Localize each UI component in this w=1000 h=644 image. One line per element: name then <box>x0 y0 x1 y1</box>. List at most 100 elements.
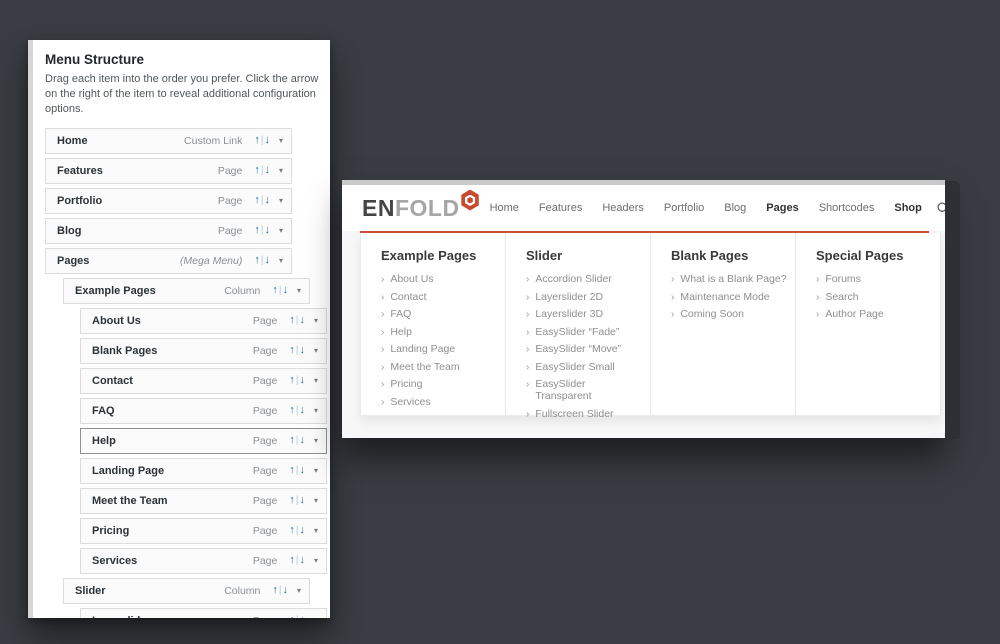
nav-item[interactable]: Shortcodes <box>818 202 875 214</box>
move-down-arrow-icon[interactable]: ↓ <box>299 314 305 327</box>
expand-options-icon[interactable]: ▾ <box>278 166 283 176</box>
menu-item-row[interactable]: Example Pages Column ↑ | ↓ ▾ <box>63 277 310 304</box>
mega-menu-item[interactable]: › Search <box>816 291 934 303</box>
move-down-arrow-icon[interactable]: ↓ <box>299 434 305 447</box>
menu-item-row[interactable]: Pages (Mega Menu) ↑ | ↓ ▾ <box>45 247 292 274</box>
move-down-arrow-icon[interactable]: ↓ <box>299 404 305 417</box>
mega-menu-item[interactable]: › Help <box>381 326 499 338</box>
mega-menu-item[interactable]: › Forums <box>816 273 934 285</box>
move-up-arrow-icon[interactable]: ↑ <box>254 194 260 207</box>
move-down-arrow-icon[interactable]: ↓ <box>299 615 305 618</box>
move-up-arrow-icon[interactable]: ↑ <box>289 464 295 477</box>
enfold-logo[interactable]: EN FOLD <box>362 189 480 220</box>
move-up-arrow-icon[interactable]: ↑ <box>289 524 295 537</box>
move-down-arrow-icon[interactable]: ↓ <box>264 194 270 207</box>
expand-options-icon[interactable]: ▾ <box>296 286 301 296</box>
move-down-arrow-icon[interactable]: ↓ <box>299 374 305 387</box>
move-up-arrow-icon[interactable]: ↑ <box>254 254 260 267</box>
nav-item[interactable]: Home <box>489 202 519 214</box>
expand-options-icon[interactable]: ▾ <box>313 376 318 386</box>
nav-item[interactable]: Pages <box>766 202 799 214</box>
mega-menu-item[interactable]: › Layerslider 3D <box>526 308 644 320</box>
expand-options-icon[interactable]: ▾ <box>313 466 318 476</box>
mega-menu-item[interactable]: › Landing Page <box>381 343 499 355</box>
mega-menu-item[interactable]: › EasySlider “Move” <box>526 343 644 355</box>
move-up-arrow-icon[interactable]: ↑ <box>254 224 260 237</box>
expand-options-icon[interactable]: ▾ <box>313 556 318 566</box>
move-up-arrow-icon[interactable]: ↑ <box>272 584 278 597</box>
enfold-site-preview: EN FOLD Home Features Headers Portfolio B… <box>342 180 950 438</box>
mega-menu-item[interactable]: › Meet the Team <box>381 361 499 373</box>
mega-menu-item[interactable]: › Fullscreen Slider <box>526 408 644 420</box>
menu-item-row[interactable]: Features Page ↑ | ↓ ▾ <box>45 157 292 184</box>
move-up-arrow-icon[interactable]: ↑ <box>272 284 278 297</box>
mega-menu-item[interactable]: › Contact <box>381 291 499 303</box>
expand-options-icon[interactable]: ▾ <box>313 346 318 356</box>
menu-item-row[interactable]: Slider Column ↑ | ↓ ▾ <box>63 577 310 604</box>
nav-item[interactable]: Blog <box>724 202 747 214</box>
mega-menu-item[interactable]: › Accordion Slider <box>526 273 644 285</box>
move-up-arrow-icon[interactable]: ↑ <box>289 615 295 618</box>
mega-menu-item[interactable]: › EasySlider Small <box>526 361 644 373</box>
menu-item-row[interactable]: Services Page ↑ | ↓ ▾ <box>80 547 327 574</box>
menu-item-row[interactable]: About Us Page ↑ | ↓ ▾ <box>80 307 327 334</box>
expand-options-icon[interactable]: ▾ <box>313 436 318 446</box>
mega-menu-item[interactable]: › What is a Blank Page? <box>671 273 789 285</box>
move-down-arrow-icon[interactable]: ↓ <box>299 524 305 537</box>
expand-options-icon[interactable]: ▾ <box>313 406 318 416</box>
expand-options-icon[interactable]: ▾ <box>314 616 318 618</box>
menu-item-row[interactable]: Portfolio Page ↑ | ↓ ▾ <box>45 187 292 214</box>
mega-menu-item[interactable]: › Services <box>381 396 499 408</box>
move-down-arrow-icon[interactable]: ↓ <box>299 494 305 507</box>
menu-item-row[interactable]: Pricing Page ↑ | ↓ ▾ <box>80 517 327 544</box>
expand-options-icon[interactable]: ▾ <box>278 136 283 146</box>
menu-item-row[interactable]: Contact Page ↑ | ↓ ▾ <box>80 367 327 394</box>
move-down-arrow-icon[interactable]: ↓ <box>299 554 305 567</box>
menu-item-row[interactable]: Help Page ↑ | ↓ ▾ <box>80 427 327 454</box>
move-up-arrow-icon[interactable]: ↑ <box>289 344 295 357</box>
menu-item-row[interactable]: Blank Pages Page ↑ | ↓ ▾ <box>80 337 327 364</box>
move-down-arrow-icon[interactable]: ↓ <box>299 464 305 477</box>
expand-options-icon[interactable]: ▾ <box>278 226 283 236</box>
move-up-arrow-icon[interactable]: ↑ <box>289 554 295 567</box>
menu-item-row[interactable]: FAQ Page ↑ | ↓ ▾ <box>80 397 327 424</box>
move-down-arrow-icon[interactable]: ↓ <box>264 134 270 147</box>
menu-item-row[interactable]: Meet the Team Page ↑ | ↓ ▾ <box>80 487 327 514</box>
expand-options-icon[interactable]: ▾ <box>313 316 318 326</box>
move-down-arrow-icon[interactable]: ↓ <box>264 224 270 237</box>
mega-menu-item[interactable]: › Pricing <box>381 378 499 390</box>
move-up-arrow-icon[interactable]: ↑ <box>289 404 295 417</box>
mega-menu-item[interactable]: › FAQ <box>381 308 499 320</box>
move-down-arrow-icon[interactable]: ↓ <box>282 284 288 297</box>
mega-menu-item[interactable]: › Maintenance Mode <box>671 291 789 303</box>
expand-options-icon[interactable]: ▾ <box>313 496 318 506</box>
expand-options-icon[interactable]: ▾ <box>278 196 283 206</box>
move-down-arrow-icon[interactable]: ↓ <box>264 254 270 267</box>
move-down-arrow-icon[interactable]: ↓ <box>282 584 288 597</box>
mega-menu-item[interactable]: › About Us <box>381 273 499 285</box>
nav-item[interactable]: Features <box>538 202 583 214</box>
nav-item[interactable]: Headers <box>602 202 644 214</box>
move-up-arrow-icon[interactable]: ↑ <box>254 164 260 177</box>
mega-menu-item[interactable]: › EasySlider “Fade” <box>526 326 644 338</box>
move-up-arrow-icon[interactable]: ↑ <box>254 134 260 147</box>
move-up-arrow-icon[interactable]: ↑ <box>289 314 295 327</box>
mega-menu-item[interactable]: › EasySlider Transparent <box>526 378 644 402</box>
move-up-arrow-icon[interactable]: ↑ <box>289 374 295 387</box>
menu-item-row[interactable]: Home Custom Link ↑ | ↓ ▾ <box>45 127 292 154</box>
menu-item-row[interactable]: Landing Page Page ↑ | ↓ ▾ <box>80 457 327 484</box>
mega-menu-item[interactable]: › Author Page <box>816 308 934 320</box>
menu-item-row[interactable]: Blog Page ↑ | ↓ ▾ <box>45 217 292 244</box>
expand-options-icon[interactable]: ▾ <box>296 586 301 596</box>
move-up-arrow-icon[interactable]: ↑ <box>289 494 295 507</box>
menu-item-row[interactable]: Layerslider Page ↑ | ↓ ▾ <box>80 607 327 618</box>
mega-menu-item[interactable]: › Coming Soon <box>671 308 789 320</box>
move-down-arrow-icon[interactable]: ↓ <box>264 164 270 177</box>
move-down-arrow-icon[interactable]: ↓ <box>299 344 305 357</box>
nav-item[interactable]: Portfolio <box>663 202 705 214</box>
move-up-arrow-icon[interactable]: ↑ <box>289 434 295 447</box>
expand-options-icon[interactable]: ▾ <box>278 256 283 266</box>
expand-options-icon[interactable]: ▾ <box>313 526 318 536</box>
mega-menu-item[interactable]: › Layerslider 2D <box>526 291 644 303</box>
nav-item[interactable]: Shop <box>894 202 922 214</box>
